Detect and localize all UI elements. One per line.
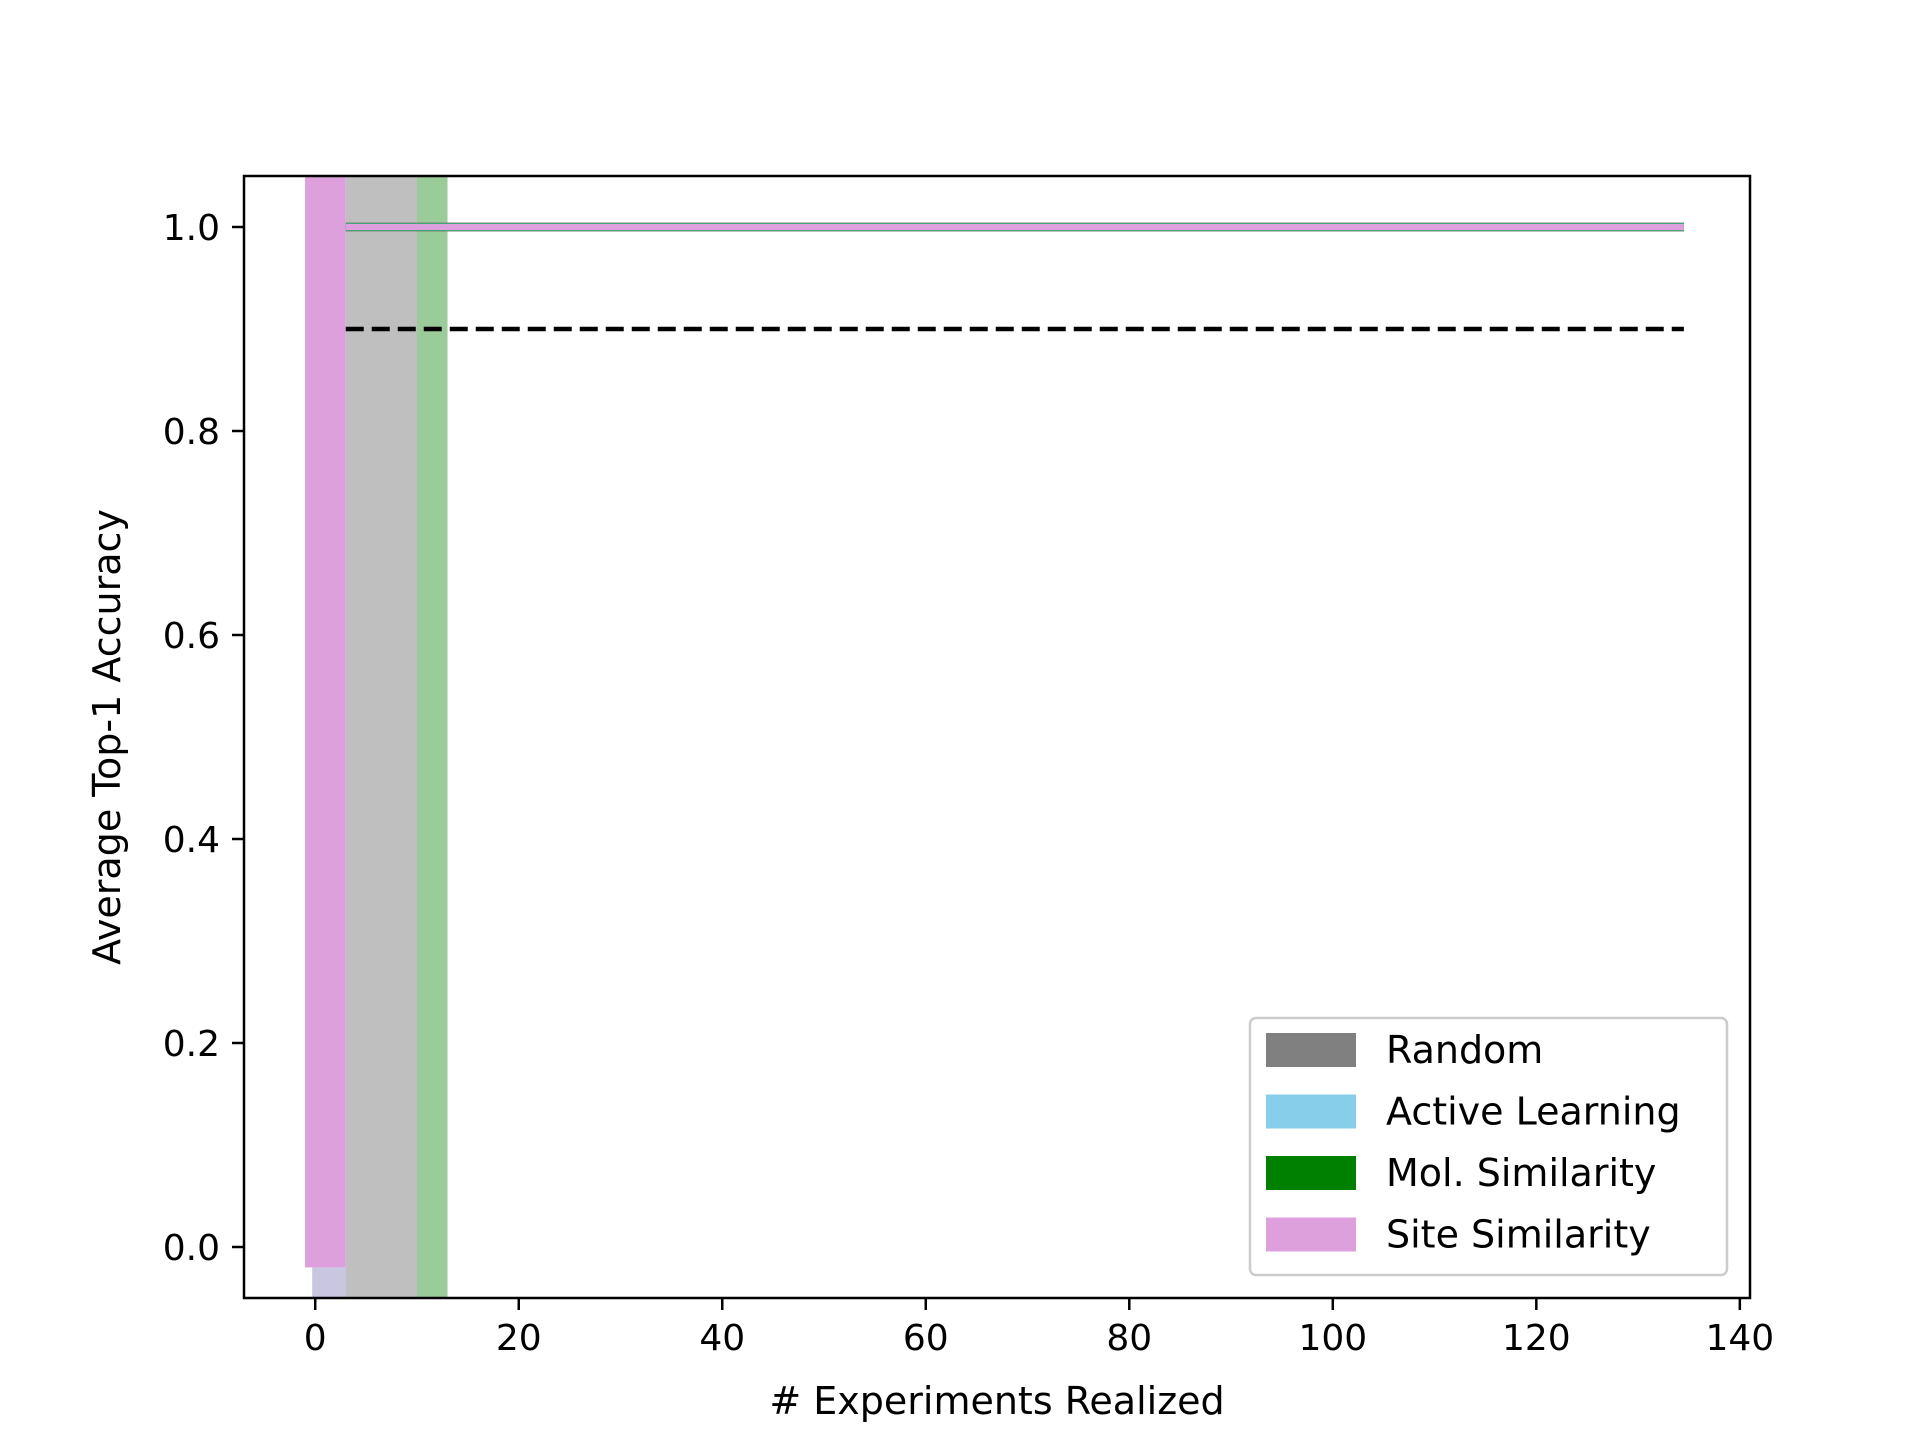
y-tick-label: 0.4 (163, 820, 220, 861)
bands-layer (305, 176, 448, 1298)
legend-swatch-random (1266, 1033, 1356, 1067)
plot-frame (242, 174, 1752, 1300)
legend-frame (1248, 1016, 1729, 1277)
y-axis-label: Average Top-1 Accuracy (85, 509, 129, 965)
y-tick-label: 0.6 (163, 616, 220, 657)
legend-swatch-mol-similarity (1266, 1156, 1356, 1190)
x-tick-label: 0 (304, 1318, 327, 1359)
y-tick-label: 0.0 (163, 1228, 220, 1269)
band-site-similarity (305, 176, 346, 1268)
band-mol-similarity (416, 176, 448, 1298)
legend-label-random: Random (1386, 1028, 1543, 1072)
x-tick-label: 60 (903, 1318, 949, 1359)
band-random (345, 176, 417, 1298)
legend: Random Active Learning Mol. Similarity Site… (1248, 1016, 1729, 1277)
legend-swatch-active-learning (1266, 1094, 1356, 1129)
y-tick-label: 1.0 (163, 208, 220, 249)
x-tick-label: 120 (1502, 1318, 1571, 1359)
band-active-learning (312, 1267, 346, 1298)
y-tick-label: 0.2 (163, 1024, 220, 1065)
lines-layer (345, 222, 1684, 332)
x-tick-label: 20 (496, 1318, 542, 1359)
x-tick-label: 100 (1298, 1318, 1367, 1359)
legend-entries: Random Active Learning Mol. Similarity Site… (1266, 1028, 1681, 1257)
x-tick-label: 40 (699, 1318, 745, 1359)
y-axis-ticks: 0.0 0.2 0.4 0.6 0.8 1.0 (163, 208, 244, 1269)
legend-label-mol-similarity: Mol. Similarity (1386, 1151, 1656, 1195)
legend-label-site-similarity: Site Similarity (1386, 1213, 1651, 1257)
legend-label-active-learning: Active Learning (1386, 1090, 1681, 1134)
x-tick-label: 80 (1106, 1318, 1152, 1359)
x-tick-label: 140 (1705, 1318, 1774, 1359)
y-tick-label: 0.8 (163, 412, 220, 453)
legend-swatch-site-similarity (1266, 1217, 1356, 1252)
x-axis-ticks: 0 20 40 60 80 100 120 140 (304, 1298, 1774, 1359)
x-axis-label: # Experiments Realized (769, 1379, 1224, 1423)
